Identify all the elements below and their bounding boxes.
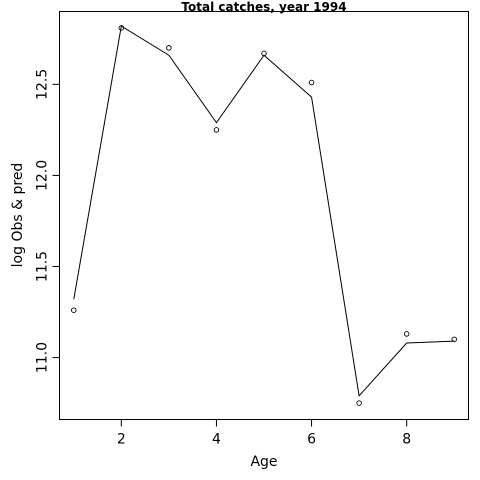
x-tick-label: 2 (117, 432, 126, 448)
observed-point (403, 331, 410, 337)
predicted-line (73, 25, 455, 397)
x-axis-label: Age (250, 454, 277, 470)
x-tick-label: 4 (212, 432, 221, 448)
y-axis-label: log Obs & pred (10, 163, 26, 268)
x-tick-label: 6 (307, 432, 316, 448)
plot-frame (59, 11, 469, 420)
observed-point (356, 400, 362, 406)
y-tick-label: 11.5 (35, 251, 51, 282)
x-axis: 2 4 6 8 (117, 419, 411, 448)
y-tick-label: 12.0 (35, 160, 51, 191)
x-tick-label: 8 (402, 432, 411, 448)
y-tick-label: 12.5 (35, 69, 51, 100)
series-layer (71, 25, 457, 406)
observed-point (71, 307, 77, 313)
y-tick-label: 11.0 (35, 342, 51, 373)
chart-title: Total catches, year 1994 (181, 0, 346, 14)
observed-point (308, 79, 315, 86)
y-axis: 11.0 11.5 12.0 12.5 (35, 69, 60, 373)
observed-point (213, 127, 220, 133)
observed-point (166, 45, 172, 51)
